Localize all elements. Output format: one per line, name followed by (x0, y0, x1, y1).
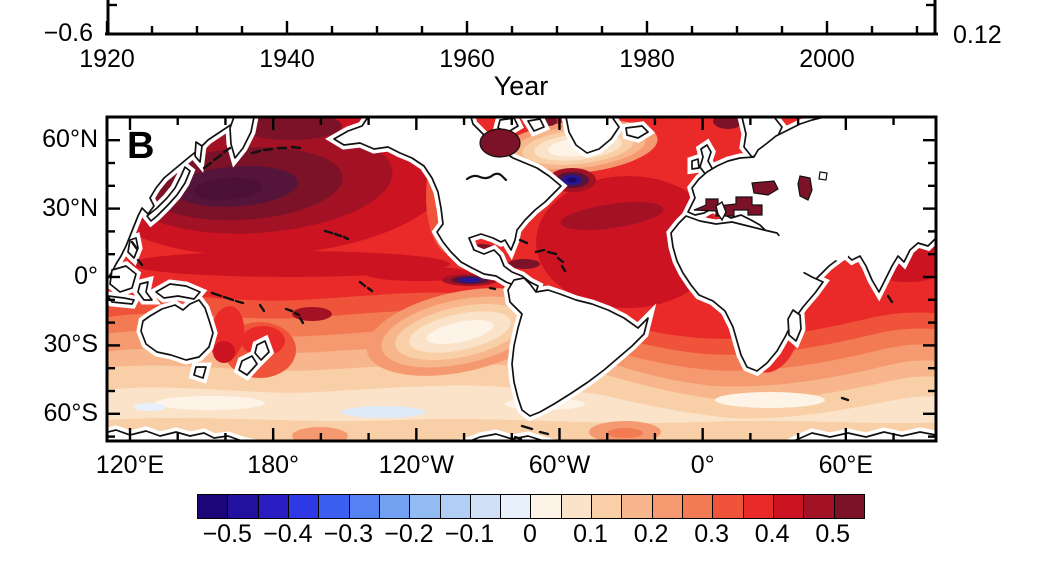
colorbar-tick-label: −0.3 (323, 520, 374, 548)
colorbar-cell (228, 495, 259, 518)
colorbar-cell (258, 495, 289, 518)
colorbar-cell (713, 495, 744, 518)
colorbar-cell (531, 495, 562, 518)
colorbar (197, 494, 865, 519)
map-lat-tick-label: 60°S (43, 398, 98, 427)
marginal-seas (479, 128, 848, 276)
map-lon-tick-label: 180° (247, 451, 300, 479)
panel-a-x-tick-label: 2000 (799, 45, 855, 73)
map-lat-tick-label: 60°N (42, 125, 98, 154)
colorbar-cell (379, 495, 411, 518)
panel-a-x-tick-label: 1940 (259, 45, 315, 73)
colorbar-tick-label: −0.5 (202, 520, 252, 548)
colorbar-cell (683, 495, 714, 518)
colorbar-tick-label: 0.2 (633, 520, 669, 548)
colorbar-tick-label: −0.2 (384, 520, 434, 548)
map-lat-tick-label: 0° (74, 262, 98, 290)
panel-a-x-tick-label: 1920 (79, 45, 135, 73)
colorbar-cell (501, 495, 532, 518)
colorbar-cell (743, 495, 774, 518)
colorbar-cell (470, 495, 502, 518)
colorbar-cell (288, 495, 320, 518)
colorbar-cell (561, 495, 593, 518)
panel-b-letter: B (127, 125, 155, 167)
map-lat-tick-label: 30°N (42, 193, 98, 222)
colorbar-cell (622, 495, 653, 518)
colorbar-tick-label: −0.4 (263, 520, 313, 548)
colorbar-cell (349, 495, 380, 518)
panel-a-x-tick-label: 1960 (439, 45, 495, 73)
colorbar-cell (440, 495, 471, 518)
colorbar-cell (319, 495, 350, 518)
colorbar-tick-label: 0.4 (754, 520, 790, 548)
colorbar-cell (652, 495, 683, 518)
colorbar-tick-label: 0 (523, 520, 537, 548)
colorbar-cell (804, 495, 835, 518)
colorbar-cell (410, 495, 441, 518)
panel-a-ticks (105, 3, 934, 34)
panel-a-x-axis-title: Year (493, 71, 549, 101)
colorbar-cell (834, 495, 864, 518)
map-lon-tick-label: 120°E (95, 451, 165, 479)
colorbar-cell (592, 495, 623, 518)
panel-a-left-axis-tick: −0.6 (43, 19, 93, 47)
panel-a-right-axis-tick: 0.12 (953, 21, 1002, 49)
colorbar-tick-label: 0.1 (573, 520, 608, 548)
colorbar-cell (773, 495, 805, 518)
map-lon-tick-label: 0° (690, 451, 715, 479)
colorbar-tick-label: 0.3 (694, 520, 729, 548)
map-lat-tick-label: 30°S (43, 330, 98, 359)
panel-a-axes (105, 0, 938, 36)
map-lon-tick-label: 60°W (528, 451, 591, 479)
map-lon-tick-label: 120°W (378, 451, 454, 479)
colorbar-cell (198, 495, 229, 518)
map-frame (105, 115, 938, 443)
map-ticks (107, 117, 936, 441)
map-lon-tick-label: 60°E (818, 451, 874, 479)
island-dashes (130, 145, 894, 441)
colorbar-tick-label: −0.1 (444, 520, 495, 548)
panel-a-x-tick-label: 1980 (619, 45, 675, 73)
colorbar-tick-label: 0.5 (815, 520, 851, 548)
